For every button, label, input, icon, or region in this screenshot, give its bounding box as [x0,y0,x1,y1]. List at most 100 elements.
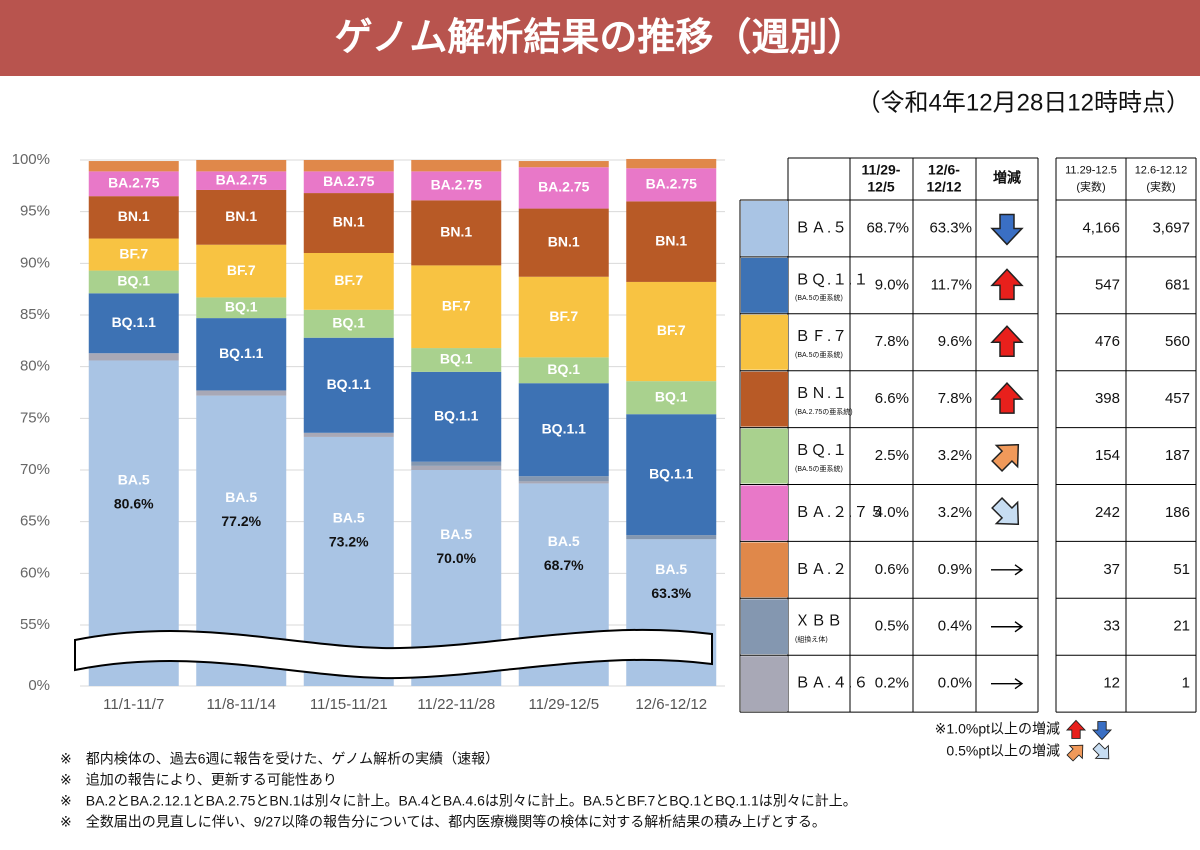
y-tick-label: 100% [12,151,50,168]
segment-label: BA.2.75 [108,174,160,190]
footnote: ※ BA.2とBA.2.12.1とBA.2.75とBN.1は別々に計上。BA.4… [60,793,857,809]
trend-arrow [1066,744,1084,762]
title-band [0,0,1200,76]
footnote: ※ 追加の報告により、更新する可能性あり [60,772,337,788]
trend-arrow [991,443,1020,472]
color-swatch [741,257,788,313]
color-swatch [741,314,788,370]
pct-cell: 4.0% [875,504,909,521]
trend-legend: 0.5%pt以上の増減 [946,743,1060,759]
bar-segment [411,200,502,266]
value-label: 80.6% [114,495,154,511]
pct-cell: 0.2% [875,675,909,692]
variant-name: ＢＱ.１.１ [795,271,869,288]
trend-arrow [991,564,1024,576]
y-tick-label: 0% [28,677,50,694]
pct-cell: 7.8% [875,333,909,350]
bar-segment [88,171,179,197]
segment-label: BQ.1 [440,351,473,367]
trend-arrow [990,268,1024,301]
value-label: 77.2% [221,513,261,529]
trend-legend: ※1.0%pt以上の増減 [935,721,1060,737]
x-tick-label: 11/22-11/28 [417,696,495,713]
segment-label: BF.7 [334,272,363,288]
segment-label: BQ.1 [655,388,688,404]
bar-segment [88,293,179,354]
bar-segment [518,357,609,384]
value-label: 70.0% [436,550,476,566]
count-cell: 187 [1165,447,1190,464]
segment-label: BA.5 [655,561,687,577]
bar-segment [88,238,179,271]
count-cell: 398 [1095,390,1120,407]
title: ゲノム解析結果の推移（週別） [335,17,866,59]
bar-segment [88,196,179,239]
bar-segment [196,189,287,245]
y-tick-label: 80% [20,358,50,375]
variant-name: ＸＢＢ [795,613,843,630]
segment-label: BN.1 [118,208,150,224]
pct-cell: 0.4% [938,618,972,635]
bar-segment [411,465,502,470]
bar-segment [411,160,502,172]
segment-label: BA.2.75 [216,171,268,187]
color-swatch [741,201,788,256]
bar-segment [303,171,394,194]
trend-arrow [990,325,1024,357]
count-cell: 1 [1182,675,1190,692]
segment-label: BN.1 [225,208,257,224]
bar-segment [303,309,394,338]
x-tick-label: 11/29-12/5 [528,696,599,713]
segment-label: BF.7 [657,322,686,338]
y-tick-label: 90% [20,254,50,271]
x-tick-label: 11/8-11/14 [207,696,277,713]
segment-label: BF.7 [227,262,256,278]
trend-arrow [1092,742,1110,760]
pct-cell: 9.6% [938,333,972,350]
count-cell: 242 [1095,504,1120,521]
bar-segment [518,476,609,482]
pct-cell: 9.0% [875,276,909,293]
pct-cell: 0.9% [938,561,972,578]
count-cell: 681 [1165,276,1190,293]
y-tick-label: 60% [20,564,50,581]
pct-cell: 68.7% [866,219,909,236]
trend-arrow [991,678,1024,690]
col-header: 11.29-12.5 (実数) [1065,164,1117,193]
trend-arrow [991,621,1024,633]
segment-label: BQ.1 [332,314,365,330]
segment-label: BA.5 [225,489,257,505]
bar-segment [626,201,717,282]
color-swatch [741,656,788,712]
segment-label: BN.1 [655,232,687,248]
pct-cell: 0.5% [875,618,909,635]
variant-name: ＢＱ.１ [795,442,848,459]
color-swatch [741,428,788,484]
bar-segment [196,171,287,190]
value-label: 73.2% [329,534,369,550]
count-cell: 3,697 [1152,219,1190,236]
variant-note: (BA.2.75の亜系統) [795,407,853,416]
bar-segment [626,381,717,415]
pct-cell: 7.8% [938,390,972,407]
axis-break [74,628,713,680]
footnotes: ※ 都内検体の、過去6週に報告を受けた、ゲノム解析の実績（速報） ※ 追加の報告に… [60,751,857,830]
col-header: 増減 [993,170,1021,186]
y-tick-label: 85% [20,306,50,323]
count-cell: 4,166 [1082,219,1120,236]
col-header: 12.6-12.12 (実数) [1135,164,1188,193]
count-cell: 547 [1095,276,1120,293]
y-tick-label: 55% [20,616,50,633]
bar-segment [626,535,717,540]
bar-segment [303,432,394,437]
segment-label: BA.2.75 [431,177,483,193]
segment-label: BF.7 [549,308,578,324]
trend-arrow [990,382,1024,414]
variant-name: ＢＮ.１ [795,385,848,402]
segment-label: BQ.1 [225,298,258,314]
count-cell: 21 [1173,618,1190,635]
segment-label: BN.1 [333,214,365,230]
pct-cell: 0.0% [938,675,972,692]
bar-segment [196,244,287,298]
count-cell: 457 [1165,390,1190,407]
